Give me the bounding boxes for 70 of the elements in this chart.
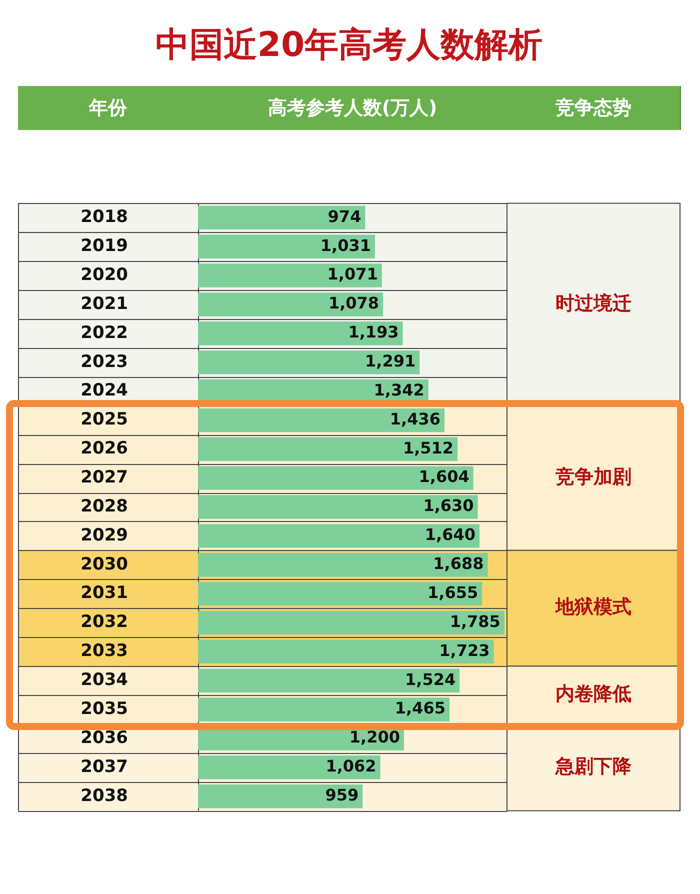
bar <box>198 408 445 432</box>
bar <box>198 582 482 606</box>
band-label: 竞争加剧 <box>554 466 632 488</box>
bar <box>198 234 375 258</box>
bar <box>198 640 494 664</box>
y-tick-label: 2031 <box>80 583 128 604</box>
data-label: 1,640 <box>424 525 476 544</box>
y-tick-label: 2032 <box>80 612 128 632</box>
bar <box>198 322 403 346</box>
bar <box>198 350 420 374</box>
y-tick-label: 2027 <box>80 467 128 488</box>
y-tick-label: 2030 <box>80 554 128 574</box>
y-tick-label: 2038 <box>80 786 128 806</box>
bar <box>198 698 450 722</box>
y-tick-label: 2026 <box>80 438 128 459</box>
data-label: 1,342 <box>374 380 424 400</box>
bar <box>198 437 458 461</box>
y-axis-title: 年份 <box>18 86 199 130</box>
bar <box>198 553 488 577</box>
y-tick-label: 2034 <box>80 670 128 690</box>
data-label: 1,785 <box>450 612 500 631</box>
data-label: 1,078 <box>328 294 380 313</box>
bar <box>198 610 504 635</box>
data-label: 974 <box>328 206 362 226</box>
bar <box>198 495 478 519</box>
bar <box>198 292 384 316</box>
y-tick-label: 2020 <box>80 264 128 285</box>
y-tick-label: 2035 <box>80 698 128 719</box>
data-label: 1,723 <box>439 640 490 660</box>
data-label: 1,200 <box>349 728 400 747</box>
data-label: 1,524 <box>405 670 456 689</box>
y-tick-label: 2023 <box>80 352 128 372</box>
bar <box>198 206 366 230</box>
y-tick-label: 2024 <box>80 380 128 401</box>
data-label: 1,655 <box>428 582 478 602</box>
band-label: 地狱模式 <box>554 596 632 618</box>
data-label: 1,512 <box>402 438 454 458</box>
bar <box>198 668 460 692</box>
bar <box>198 756 380 780</box>
y-tick-label: 2018 <box>80 207 128 228</box>
bar <box>198 466 474 490</box>
y-tick-label: 2029 <box>80 525 128 546</box>
bar <box>198 524 480 548</box>
y-tick-label: 2028 <box>80 496 128 516</box>
band-label: 时过境迁 <box>556 292 632 314</box>
y-tick-label: 2036 <box>80 728 128 748</box>
data-label: 959 <box>325 785 359 804</box>
x-axis-title: 高考参考人数(万人) <box>198 86 508 130</box>
data-label: 1,031 <box>320 236 371 255</box>
data-label: 1,604 <box>418 467 470 486</box>
data-label: 1,465 <box>394 698 446 718</box>
band-label: 内卷降低 <box>556 683 632 706</box>
data-label: 1,630 <box>423 496 474 516</box>
bar <box>198 264 382 288</box>
data-label: 1,062 <box>326 756 376 776</box>
chart-title: 中国近20年高考人数解析 <box>154 24 544 67</box>
y-tick-label: 2019 <box>80 236 128 256</box>
y-tick-label: 2021 <box>80 294 128 314</box>
text: 竞争态势 <box>507 86 681 130</box>
data-label: 1,071 <box>327 264 378 284</box>
band-label: 急剧下降 <box>554 755 632 778</box>
data-label: 1,436 <box>390 409 441 428</box>
y-tick-label: 2022 <box>80 322 128 343</box>
y-tick-label: 2025 <box>80 410 128 430</box>
y-tick-label: 2033 <box>80 641 128 662</box>
data-label: 1,688 <box>433 554 484 574</box>
bar <box>198 784 363 808</box>
data-label: 1,193 <box>348 322 399 342</box>
data-label: 1,291 <box>365 351 416 370</box>
y-tick-label: 2037 <box>80 756 128 777</box>
